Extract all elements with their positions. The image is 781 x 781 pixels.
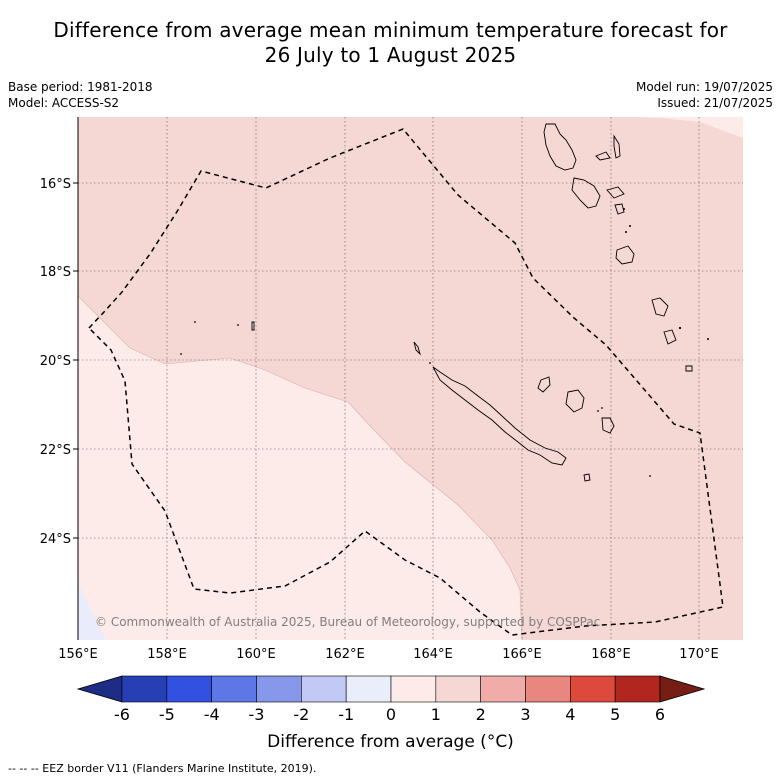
lat-label: 22°S: [40, 443, 71, 458]
lon-label: 170°E: [679, 647, 719, 662]
map-title: Difference from average mean minimum tem…: [0, 18, 781, 68]
colorbar-tick-label: -4: [204, 705, 220, 724]
chesterfield-islet: [251, 321, 255, 331]
colorbar-segment: [525, 675, 571, 703]
colorbar-segment: [121, 675, 168, 703]
small-islets: [180, 208, 709, 477]
lat-ticks: [73, 182, 78, 539]
issued-date: Issued: 21/07/2025: [657, 96, 773, 110]
colorbar-segment: [301, 675, 347, 703]
colorbar-tick-label: 6: [655, 705, 665, 724]
colorbar-segment: [480, 675, 526, 703]
colorbar-title-text: Difference from average (: [267, 732, 487, 752]
eez-legend-note: -- -- -- EEZ border V11 (Flanders Marine…: [8, 762, 317, 775]
colorbar-segment: [211, 675, 257, 703]
lon-label: 156°E: [58, 647, 98, 662]
coastlines: [251, 123, 693, 482]
colorbar-tick-label: 1: [431, 705, 441, 724]
colorbar-tick-label: 3: [520, 705, 530, 724]
colorbar-tick-label: 2: [476, 705, 486, 724]
lat-labels: 16°S 18°S 20°S 22°S 24°S: [40, 177, 71, 547]
isle-of-pines: [583, 473, 591, 482]
colorbar-segment: [390, 675, 437, 703]
colorbar-tick-label: 4: [565, 705, 575, 724]
lon-label: 168°E: [591, 647, 631, 662]
lat-label: 20°S: [40, 354, 71, 369]
colorbar-extend-low: [76, 675, 123, 703]
colorbar-segment: [166, 675, 212, 703]
lon-label: 162°E: [325, 647, 365, 662]
vanuatu-pentecost: [613, 134, 621, 159]
lon-label: 166°E: [502, 647, 542, 662]
vanuatu-ambae: [595, 151, 611, 161]
base-period: Base period: 1981-2018: [8, 80, 153, 94]
anomaly-region-top-right: [638, 117, 743, 138]
lon-labels: 156°E 158°E 160°E 162°E 164°E 166°E 168°…: [58, 647, 719, 662]
colorbar-segment: [435, 675, 481, 703]
colorbar-segment: [345, 675, 392, 703]
vanuatu-ambrym: [606, 186, 625, 199]
model-run: Model run: 19/07/2025: [635, 80, 773, 94]
colorbar-tick-label: -6: [114, 705, 130, 724]
copyright-notice: © Commonwealth of Australia 2025, Bureau…: [95, 615, 600, 629]
lat-label: 18°S: [40, 265, 71, 280]
belep-islet: [413, 341, 421, 356]
anomaly-region-neg1-to-0: [78, 583, 106, 640]
graticule: [78, 117, 743, 640]
lon-label: 158°E: [147, 647, 187, 662]
vanuatu-espiritu-santo: [543, 123, 577, 171]
colorbar-tick-label: -5: [159, 705, 175, 724]
loyalty-lifou: [565, 389, 585, 413]
eez-border: [87, 128, 724, 636]
lat-label: 24°S: [40, 532, 71, 547]
colorbar-tick-label: -1: [338, 705, 354, 724]
colorbar-tick-label: -2: [293, 705, 309, 724]
colorbar-tick-labels: -6 -5 -4 -3 -2 -1 0 1 2 3 4 5 6: [114, 705, 665, 724]
vanuatu-efate: [615, 245, 635, 265]
colorbar-title: Difference from average (°C): [0, 732, 781, 752]
meta-right: Model run: 19/07/2025 Issued: 21/07/2025: [636, 79, 773, 111]
colorbar-tick-label: 0: [386, 705, 396, 724]
title-line-2: 26 July to 1 August 2025: [264, 43, 517, 67]
lon-label: 164°E: [413, 647, 453, 662]
colorbar-extend-high: [659, 675, 706, 703]
lon-label: 160°E: [236, 647, 276, 662]
title-line-1: Difference from average mean minimum tem…: [53, 18, 728, 42]
lat-label: 16°S: [40, 177, 71, 192]
vanuatu-tanna: [663, 329, 677, 345]
colorbar-title-unit: °C): [486, 732, 514, 752]
model-name: Model: ACCESS-S2: [8, 96, 120, 110]
colorbar-tick-label: -3: [249, 705, 265, 724]
loyalty-ouvea: [537, 376, 551, 393]
colorbar-segment: [614, 675, 661, 703]
vanuatu-malekula: [571, 177, 601, 209]
colorbar-segment: [570, 675, 616, 703]
vanuatu-aneityum: [685, 365, 693, 372]
meta-left: Base period: 1981-2018 Model: ACCESS-S2: [8, 79, 153, 111]
vanuatu-epi: [614, 203, 625, 215]
vanuatu-erromango: [651, 297, 669, 317]
map-plot: © Commonwealth of Australia 2025, Bureau…: [78, 117, 743, 640]
loyalty-mare: [601, 417, 615, 434]
colorbar-tick-label: 5: [610, 705, 620, 724]
anomaly-region-0-to-1: [78, 296, 522, 640]
colorbar-segment: [256, 675, 302, 703]
new-caledonia-island: [432, 366, 567, 466]
colorbar: [76, 675, 706, 703]
contour-line: [78, 295, 523, 640]
